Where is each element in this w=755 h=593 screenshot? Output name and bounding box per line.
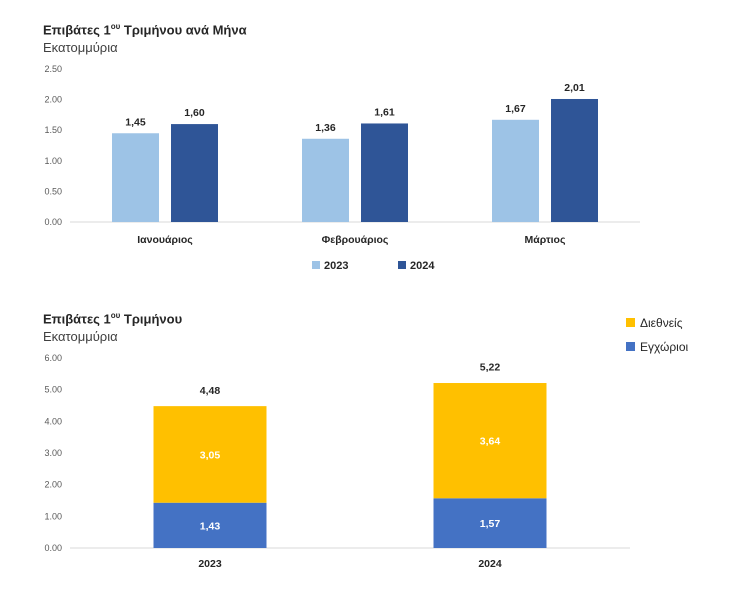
chart1-plot: 0.00 0.50 1.00 1.50 2.00 2.50 1,45 1,60 Ιανουάρι… [44, 64, 640, 272]
legend-swatch-2024 [398, 261, 406, 269]
chart1-title-main: Επιβάτες 1 [43, 22, 111, 38]
bar-2023 [492, 119, 539, 222]
y-tick-label: 1.50 [44, 125, 62, 135]
category-label: Ιανουάριος [137, 234, 193, 246]
y-tick-label: 2.50 [44, 64, 62, 74]
stacked-bar-Διεθνείς [153, 406, 267, 503]
stacked-bar-Διεθνείς [433, 383, 547, 499]
segment-label: 3,05 [200, 449, 221, 461]
total-label: 5,22 [480, 362, 501, 374]
legend-label: Εγχώριοι [640, 340, 689, 354]
chart2-title-rest: Τριμήνου [120, 311, 183, 327]
category-label: Μάρτιος [525, 234, 566, 246]
chart2-title: Επιβάτες 1ου Τριμήνου [43, 311, 182, 326]
legend-swatch-2023 [312, 261, 320, 269]
y-tick-label: 6.00 [44, 353, 62, 363]
bar-2024 [551, 98, 598, 222]
total-label: 4,48 [200, 385, 221, 397]
data-label: 1,45 [125, 116, 146, 128]
category-label: 2024 [478, 558, 502, 570]
bar-2023 [112, 133, 159, 222]
chart2-title-main: Επιβάτες 1 [43, 311, 111, 327]
segment-label: 3,64 [480, 436, 501, 448]
segment-label: 1,43 [200, 520, 221, 532]
legend-label: 2023 [324, 260, 348, 272]
chart2-subtitle: Εκατομμύρια [43, 329, 118, 344]
data-label: 1,61 [374, 106, 395, 118]
y-tick-label: 0.00 [44, 543, 62, 553]
y-tick-label: 2.00 [44, 480, 62, 490]
y-tick-label: 2.00 [44, 95, 62, 105]
y-tick-label: 3.00 [44, 448, 62, 458]
data-label: 1,36 [315, 122, 336, 134]
y-tick-label: 0.00 [44, 217, 62, 227]
chart1-title: Επιβάτες 1ου Τριμήνου ανά Μήνα [43, 22, 247, 37]
data-label: 2,01 [564, 82, 585, 94]
stacked-bar-Εγχώριοι [433, 498, 547, 548]
category-label: 2023 [198, 558, 222, 570]
bar-2024 [171, 124, 218, 222]
category-label: Φεβρουάριος [322, 234, 389, 246]
y-tick-label: 5.00 [44, 385, 62, 395]
y-tick-label: 1.00 [44, 156, 62, 166]
y-tick-label: 1.00 [44, 511, 62, 521]
bar-2024 [361, 123, 408, 222]
y-tick-label: 4.00 [44, 416, 62, 426]
data-label: 1,60 [184, 107, 205, 119]
y-tick-label: 0.50 [44, 186, 62, 196]
chart2-title-sup: ου [110, 311, 121, 320]
legend-label: 2024 [410, 260, 435, 272]
chart1-subtitle: Εκατομμύρια [43, 40, 118, 55]
bar-2023 [302, 138, 349, 222]
legend-swatch-Εγχώριοι [626, 342, 635, 351]
segment-label: 1,57 [480, 518, 501, 530]
chart1-title-rest: Τριμήνου ανά Μήνα [120, 22, 247, 38]
chart1-title-sup: ου [110, 22, 121, 31]
stacked-bar-Εγχώριοι [153, 502, 267, 548]
legend-swatch-Διεθνείς [626, 318, 635, 327]
legend-label: Διεθνείς [640, 316, 683, 330]
data-label: 1,67 [505, 103, 526, 115]
